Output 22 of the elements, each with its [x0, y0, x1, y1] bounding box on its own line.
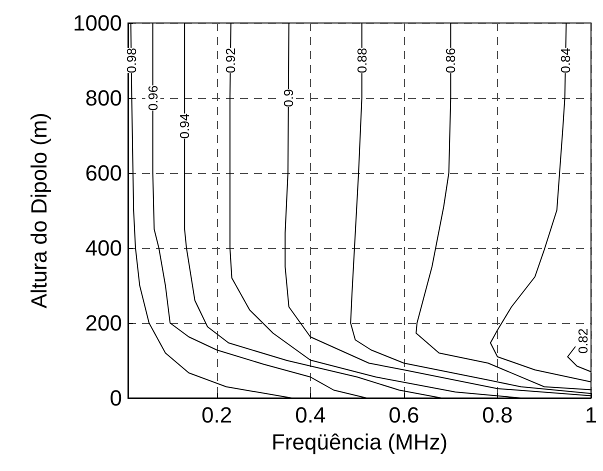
x-axis-title: Freqüência (MHz) — [271, 429, 448, 454]
text: 0.92 — [222, 48, 238, 74]
text: 0.98 — [124, 48, 139, 74]
x-tick-label: 0.6 — [388, 402, 420, 428]
y-tick-label: 1000 — [73, 10, 122, 36]
text: 0.94 — [177, 113, 192, 139]
text: 0.9 — [280, 88, 296, 108]
y-tick-label: 200 — [85, 310, 122, 336]
x-tick-label: 0.2 — [202, 402, 232, 428]
text: 0.82 — [576, 328, 591, 354]
x-tick-label: 0.4 — [295, 402, 326, 428]
y-tick-label: 600 — [85, 160, 122, 186]
x-tick-label: 0.8 — [482, 402, 513, 428]
text: 0.86 — [443, 48, 458, 74]
text: 0.88 — [354, 48, 370, 74]
y-tick-label: 400 — [85, 236, 122, 260]
x-tick-label: 1 — [584, 402, 598, 428]
text: 0.96 — [145, 85, 160, 111]
y-axis-title: Altura do Dipolo (m) — [26, 112, 52, 308]
y-tick-label: 800 — [85, 86, 122, 110]
y-tick-label: 0 — [110, 386, 122, 410]
text: 0.84 — [558, 48, 574, 74]
